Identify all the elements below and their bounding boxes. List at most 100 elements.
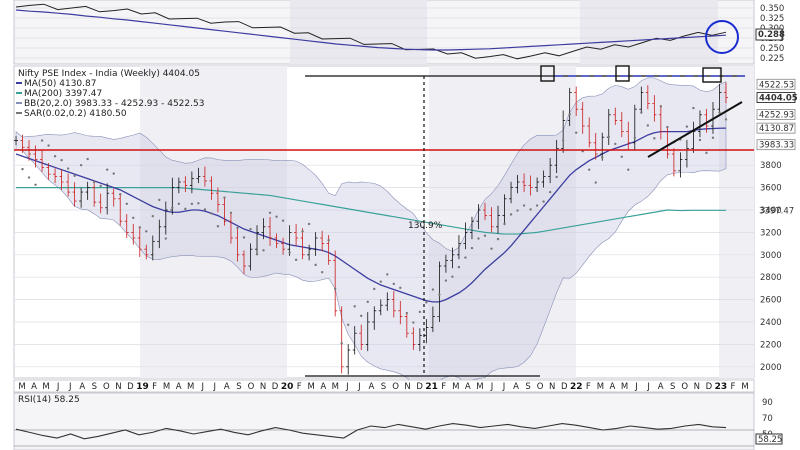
peak-box-3 bbox=[702, 67, 722, 83]
sar-dot bbox=[405, 311, 409, 315]
sar-dot bbox=[366, 300, 369, 304]
sar-dot bbox=[431, 288, 435, 291]
sar-dot bbox=[568, 113, 571, 116]
shade-2019 bbox=[140, 66, 287, 378]
sar-dot bbox=[229, 211, 233, 214]
main-y-tick: 3400 bbox=[760, 206, 782, 216]
price-tag: 4522.53 bbox=[756, 78, 796, 90]
x-month-label: D bbox=[706, 382, 713, 392]
sar-dot bbox=[197, 202, 200, 205]
x-month-label: M bbox=[42, 382, 49, 392]
sar-dot bbox=[53, 155, 57, 158]
rsi-y-tick: 70 bbox=[762, 414, 773, 424]
sar-dot bbox=[262, 249, 265, 252]
sar-dot bbox=[288, 251, 291, 254]
sar-dot bbox=[60, 158, 63, 162]
sar-dot bbox=[27, 176, 31, 179]
highlight-circle bbox=[705, 20, 739, 54]
sar-dot bbox=[483, 234, 487, 237]
main-y-tick: 3000 bbox=[760, 251, 782, 261]
sar-dot bbox=[184, 207, 187, 211]
x-month-label: S bbox=[236, 382, 241, 392]
x-month-label: M bbox=[18, 382, 25, 392]
sar-dot bbox=[86, 157, 89, 161]
peak-box-2 bbox=[615, 65, 630, 82]
sar-dot bbox=[268, 211, 272, 214]
x-month-label: A bbox=[176, 382, 182, 392]
sar-dot bbox=[386, 273, 389, 276]
x-month-label: N bbox=[260, 382, 266, 392]
x-month-label: A bbox=[31, 382, 37, 392]
sar-dot bbox=[73, 174, 76, 178]
price-tag-label: 3397.47 bbox=[759, 206, 794, 216]
top-y-tick: 0.350 bbox=[760, 4, 784, 14]
bollinger-band bbox=[15, 77, 727, 385]
x-month-label: J bbox=[68, 382, 72, 392]
x-month-label: O bbox=[537, 382, 544, 392]
x-year-label: 23 bbox=[715, 382, 728, 392]
sar-dot bbox=[301, 230, 304, 233]
x-month-label: J bbox=[345, 382, 349, 392]
sar-dot bbox=[360, 314, 363, 318]
sar-dot bbox=[470, 246, 474, 250]
main-y-tick: 2000 bbox=[760, 363, 782, 373]
x-month-label: F bbox=[586, 382, 591, 392]
x-month-label: A bbox=[658, 382, 664, 392]
x-month-label: F bbox=[441, 382, 446, 392]
sar-dot bbox=[112, 172, 115, 175]
sar-dot bbox=[633, 136, 637, 139]
sar-dot bbox=[379, 280, 382, 283]
sar-dot bbox=[320, 270, 324, 274]
main-y-tick: 2600 bbox=[760, 296, 782, 306]
sar-dot bbox=[451, 275, 454, 278]
x-month-label: J bbox=[200, 382, 204, 392]
x-month-label: S bbox=[381, 382, 386, 392]
main-panel: 130.9% Nifty PSE Index - India (Weekly) … bbox=[13, 65, 798, 385]
price-tag-label: 4404.05 bbox=[759, 94, 798, 104]
price-tag-label: 4522.53 bbox=[759, 80, 794, 90]
sar-dot bbox=[79, 164, 83, 167]
price-tag-label: 3983.33 bbox=[759, 141, 794, 151]
main-y-tick: 3800 bbox=[760, 161, 782, 171]
sar-dot bbox=[646, 124, 650, 127]
sar-dot bbox=[249, 227, 252, 231]
ma200-line bbox=[16, 187, 726, 235]
sar-dot bbox=[601, 156, 604, 159]
sar-dot bbox=[724, 118, 728, 121]
sar-dot bbox=[685, 125, 689, 128]
sar-dot bbox=[522, 204, 526, 207]
x-month-label: O bbox=[392, 382, 399, 392]
x-month-label: D bbox=[127, 382, 134, 392]
price-tag: 4130.87 bbox=[756, 122, 796, 134]
top-value-tag: 0.288 bbox=[758, 30, 785, 40]
top-y-tick: 0.225 bbox=[760, 54, 784, 64]
legend-item: MA(200) 3397.47 bbox=[24, 89, 102, 99]
x-month-label: S bbox=[670, 382, 675, 392]
sar-dot bbox=[627, 168, 630, 171]
rsi-value-tag: 58.25 bbox=[758, 435, 782, 445]
top-y-tick: 0.250 bbox=[760, 44, 784, 54]
main-y-tick: 2800 bbox=[760, 273, 782, 283]
sar-dot bbox=[425, 301, 428, 304]
sar-dot bbox=[99, 184, 102, 188]
rsi-y-tick: 90 bbox=[762, 398, 773, 408]
sar-dot bbox=[151, 214, 154, 218]
sar-dot bbox=[438, 293, 441, 296]
main-y-tick: 2200 bbox=[760, 340, 782, 350]
sar-dot bbox=[594, 181, 597, 184]
sar-dot bbox=[105, 168, 109, 171]
x-month-label: O bbox=[103, 382, 110, 392]
sar-dot bbox=[574, 131, 578, 134]
x-month-label: A bbox=[465, 382, 471, 392]
sar-dot bbox=[516, 209, 519, 212]
x-month-label: D bbox=[416, 382, 423, 392]
x-month-label: N bbox=[549, 382, 555, 392]
top-value-tag-box bbox=[755, 28, 783, 41]
sar-dot bbox=[653, 137, 656, 140]
sar-dot bbox=[281, 219, 285, 222]
sar-dot bbox=[457, 265, 461, 269]
legend-item: MA(50) 4130.87 bbox=[24, 79, 96, 89]
sar-dot bbox=[158, 198, 161, 202]
x-month-label: D bbox=[272, 382, 279, 392]
